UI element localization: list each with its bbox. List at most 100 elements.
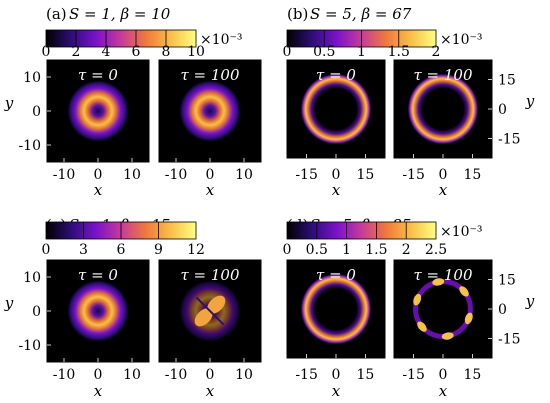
x-tick-label: -10 [53, 167, 76, 183]
y-tick-label: -10 [18, 338, 41, 354]
x-tick-label: 0 [94, 367, 103, 383]
x-axis-label: x [332, 382, 341, 400]
colorbar-tick-label: 6 [117, 242, 126, 258]
colorbar-tick-label: 0 [283, 44, 292, 60]
panel-label: (a) [46, 5, 67, 23]
colorbar-tick-label: 2 [72, 44, 81, 60]
subplot-title: τ = 100 [413, 266, 472, 284]
colorbar-tick-label: 1 [342, 242, 351, 258]
colorbar-tick-label: 0 [283, 242, 292, 258]
x-tick-label: 15 [463, 167, 481, 183]
density-gap [195, 296, 225, 326]
x-tick-label: 0 [439, 167, 448, 183]
x-tick-label: 10 [123, 167, 141, 183]
colorbar-tick-label: 3 [79, 242, 88, 258]
density-ring [67, 80, 129, 142]
colorbar-tick-label: 4 [102, 44, 111, 60]
y-tick-label: 0 [32, 304, 41, 320]
x-tick-label: 10 [235, 167, 253, 183]
density-ring [300, 73, 372, 145]
x-axis-label: x [439, 382, 448, 400]
colorbar-multiplier: ×10⁻³ [200, 32, 243, 48]
y-tick-label: 15 [498, 273, 516, 289]
subplot-title: τ = 0 [78, 266, 118, 284]
colorbar-tick-label: 1.5 [388, 44, 410, 60]
colorbar [45, 29, 197, 48]
x-tick-label: 15 [356, 167, 374, 183]
density-fragment [413, 293, 422, 306]
subplot-title: τ = 0 [316, 66, 356, 84]
colorbar [286, 221, 437, 240]
colorbar-tick-label: 8 [162, 44, 171, 60]
panel-params: S = 5, β = 67 [310, 5, 412, 23]
colorbar-tick-label: 0 [42, 242, 51, 258]
y-tick-label: -15 [498, 331, 521, 347]
colorbar-tick-label: 1 [357, 44, 366, 60]
colorbar-tick-label: 2 [402, 242, 411, 258]
y-tick-label: -10 [18, 138, 41, 154]
x-tick-label: -10 [165, 167, 188, 183]
y-axis-label: y [525, 292, 535, 310]
x-tick-label: 0 [332, 367, 341, 383]
y-tick-label: 10 [23, 70, 41, 86]
x-tick-label: 10 [123, 367, 141, 383]
colorbar-tick-label: 6 [132, 44, 141, 60]
x-axis-label: x [94, 382, 103, 400]
colorbar-multiplier: ×10⁻³ [440, 224, 483, 240]
y-tick-label: 0 [498, 102, 507, 118]
colorbar-tick-label: 0 [42, 44, 51, 60]
colorbar-tick-label: 2 [432, 44, 441, 60]
colorbar-tick-label: 10 [187, 44, 205, 60]
density-fragment [459, 286, 469, 297]
x-tick-label: 0 [94, 167, 103, 183]
density-fragment [194, 308, 213, 327]
subplot-title: τ = 0 [78, 66, 118, 84]
x-axis-label: x [332, 181, 341, 199]
panel-b: (b) S = 5, β = 670 0.5 1 1.5 2×10⁻³τ = 0-15 0 1… [283, 5, 535, 199]
colorbar-tick-label: 0.5 [313, 44, 335, 60]
colorbar-tick-label: 9 [154, 242, 163, 258]
x-axis-label: x [206, 382, 215, 400]
panel-d: (d)S = 5, β = 8500.511.522.5×10⁻³τ = 0-1… [283, 216, 535, 400]
density-ring [67, 280, 129, 342]
density-fragment [441, 332, 454, 340]
y-tick-label: 15 [498, 73, 516, 89]
density-ring [407, 73, 479, 145]
colorbar-tick-label: 0.5 [306, 242, 328, 258]
x-tick-label: 10 [235, 367, 253, 383]
density-map [394, 260, 492, 358]
colorbar-tick-label: 1.5 [365, 242, 387, 258]
x-tick-label: -15 [295, 167, 318, 183]
density-fragment [432, 278, 445, 286]
x-tick-label: 15 [463, 367, 481, 383]
subplot-title: τ = 100 [180, 66, 239, 84]
y-tick-label: -15 [498, 131, 521, 147]
x-tick-label: 0 [332, 167, 341, 183]
x-tick-label: -10 [53, 367, 76, 383]
x-tick-label: -10 [165, 367, 188, 383]
x-axis-label: x [439, 181, 448, 199]
x-tick-label: 0 [439, 367, 448, 383]
subplot-title: τ = 0 [316, 266, 356, 284]
density-ring [300, 273, 372, 345]
x-tick-label: -15 [295, 367, 318, 383]
panel-params: S = 1, β = 10 [69, 5, 171, 23]
colorbar-tick-label: 2.5 [425, 242, 447, 258]
subplot-title: τ = 100 [180, 266, 239, 284]
colorbar-multiplier: ×10⁻³ [440, 32, 483, 48]
density-ring [179, 80, 241, 142]
panel-a: (a) S = 1, β = 100 2 4 6 8 10×10⁻³τ = 0-10 0 10x… [4, 5, 262, 199]
x-tick-label: -15 [402, 367, 425, 383]
x-axis-label: x [94, 181, 103, 199]
density-fragment [207, 295, 226, 314]
y-tick-label: 10 [23, 270, 41, 286]
y-axis-label: y [4, 94, 14, 112]
subplot-title: τ = 100 [413, 66, 472, 84]
x-tick-label: 0 [206, 167, 215, 183]
y-axis-label: y [4, 294, 14, 312]
y-tick-label: 0 [498, 302, 507, 318]
y-tick-label: 0 [32, 104, 41, 120]
density-fragment [464, 312, 473, 325]
y-axis-label: y [525, 92, 535, 110]
